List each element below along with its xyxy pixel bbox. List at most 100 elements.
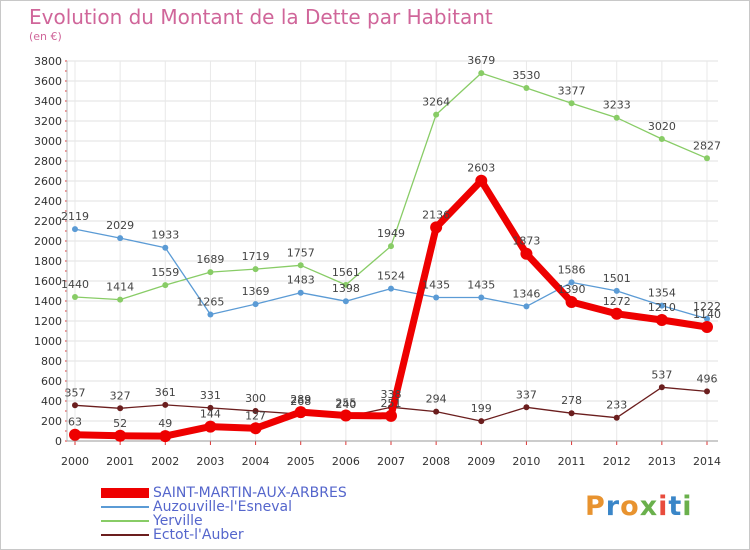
data-label: 3530	[512, 69, 540, 82]
legend-swatch	[101, 506, 149, 508]
data-label: 268	[290, 395, 311, 408]
data-point	[72, 226, 78, 233]
data-label: 199	[471, 402, 492, 415]
legend-swatch	[101, 488, 149, 498]
data-label: 1354	[648, 287, 676, 300]
data-label: 2029	[106, 219, 134, 232]
data-label: 1689	[196, 253, 224, 266]
x-tick-label: 2006	[332, 455, 360, 468]
data-point	[655, 314, 668, 326]
data-point	[162, 244, 169, 251]
y-tick-label: 3600	[34, 75, 62, 88]
logo-letter: i	[658, 491, 669, 522]
x-tick-label: 2013	[648, 455, 676, 468]
y-tick-label: 3200	[34, 115, 62, 128]
data-point	[475, 174, 488, 187]
y-tick-label: 2200	[34, 215, 62, 228]
data-label: 63	[68, 416, 82, 429]
data-label: 52	[113, 417, 127, 430]
data-point	[252, 301, 259, 308]
x-tick-label: 2010	[512, 455, 540, 468]
logo-letter: i	[682, 491, 693, 522]
data-point	[478, 294, 485, 301]
data-point	[523, 404, 530, 411]
data-label: 1586	[558, 263, 586, 276]
data-point	[388, 243, 394, 250]
data-point	[385, 409, 397, 422]
data-point	[294, 406, 307, 419]
x-tick-label: 2007	[377, 455, 405, 468]
data-label: 3233	[603, 99, 631, 112]
data-point	[704, 155, 710, 162]
data-label: 357	[65, 386, 86, 399]
logo-letter: o	[620, 491, 640, 522]
data-point	[568, 279, 575, 286]
logo-letter: t	[668, 491, 683, 522]
data-point	[114, 429, 127, 442]
data-label: 3377	[558, 84, 586, 97]
y-tick-label: 1000	[34, 335, 62, 348]
data-label: 255	[335, 397, 356, 410]
data-point	[207, 404, 214, 411]
data-label: 144	[200, 408, 221, 421]
data-point	[565, 296, 578, 308]
data-label: 1559	[151, 266, 179, 279]
y-tick-label: 3400	[34, 95, 62, 108]
series-layer	[69, 70, 713, 443]
data-label: 331	[200, 389, 221, 402]
data-label: 1435	[422, 279, 450, 292]
data-label: 1949	[377, 227, 405, 240]
x-tick-label: 2008	[422, 455, 450, 468]
chart-title: Evolution du Montant de la Dette par Hab…	[29, 5, 493, 29]
data-label: 1719	[242, 250, 270, 263]
legend-label: Yerville	[153, 513, 203, 529]
data-label: 1561	[332, 266, 360, 279]
data-point	[252, 266, 259, 273]
series-yerville	[72, 70, 710, 303]
y-tick-label: 1800	[34, 255, 62, 268]
data-point	[297, 262, 304, 269]
data-label: 1369	[242, 285, 270, 298]
data-point	[117, 235, 124, 242]
data-label: 233	[606, 399, 627, 412]
y-tick-label: 600	[41, 375, 62, 388]
data-point	[523, 85, 530, 91]
data-point	[658, 136, 665, 142]
x-tick-label: 2001	[106, 455, 134, 468]
x-tick-label: 2003	[196, 455, 224, 468]
x-tick-label: 2000	[61, 455, 89, 468]
proxiti-logo: Proxiti	[585, 491, 693, 522]
data-label: 294	[426, 393, 447, 406]
data-point	[430, 221, 443, 234]
data-label: 1222	[693, 300, 721, 313]
data-label: 1210	[648, 301, 676, 314]
x-tick-label: 2009	[467, 455, 495, 468]
data-label: 300	[245, 392, 266, 405]
data-point	[249, 422, 262, 435]
data-label: 1140	[693, 308, 721, 321]
y-tick-label: 400	[41, 395, 62, 408]
x-tick-label: 2005	[287, 455, 315, 468]
data-point	[117, 296, 124, 303]
x-tick-label: 2004	[242, 455, 270, 468]
data-label: 1501	[603, 272, 631, 285]
data-point	[433, 408, 440, 415]
legend-label: Auzouville-l'Esneval	[153, 499, 292, 515]
y-tick-label: 800	[41, 355, 62, 368]
chart-subtitle: (en €)	[29, 30, 62, 43]
data-label: 240	[335, 398, 356, 411]
data-label: 537	[651, 368, 672, 381]
y-tick-label: 1200	[34, 315, 62, 328]
series-saint-martin-aux-arbres	[69, 174, 713, 443]
data-point	[433, 294, 440, 301]
data-point	[117, 405, 124, 412]
data-point	[162, 401, 169, 408]
data-point	[207, 269, 214, 276]
data-label: 1873	[512, 235, 540, 248]
data-point	[478, 70, 485, 77]
grid-layer	[67, 60, 718, 442]
y-tick-label: 1400	[34, 295, 62, 308]
data-label: 1483	[287, 274, 315, 287]
data-point	[207, 311, 214, 318]
